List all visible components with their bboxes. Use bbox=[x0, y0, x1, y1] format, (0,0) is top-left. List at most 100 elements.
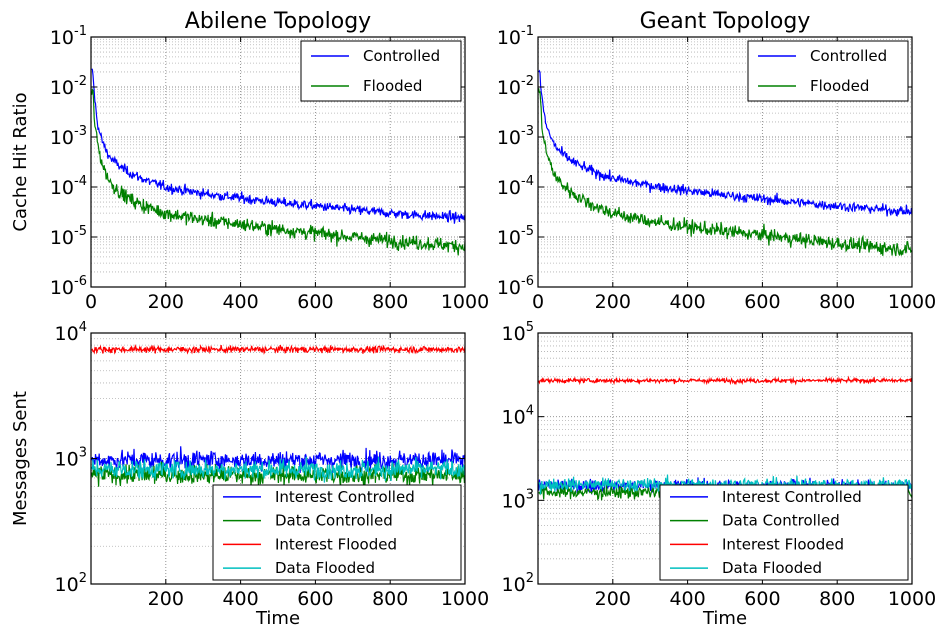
y-tick-base: 10 bbox=[55, 323, 79, 345]
y-tick-base: 10 bbox=[497, 177, 521, 199]
y-tick-base: 10 bbox=[502, 574, 526, 596]
legend-label: Interest Controlled bbox=[722, 488, 862, 506]
legend-box bbox=[300, 40, 462, 102]
y-tick-base: 10 bbox=[502, 323, 526, 345]
legend-label: Interest Flooded bbox=[722, 535, 844, 553]
legend-box bbox=[659, 484, 909, 581]
y-tick-exponent: 3 bbox=[79, 446, 87, 461]
y-tick-exponent: 3 bbox=[526, 487, 534, 502]
y-tick-label: 102 bbox=[502, 571, 534, 596]
x-tick-label: 400 bbox=[222, 588, 258, 610]
y-tick-label: 10-5 bbox=[50, 224, 87, 249]
legend-label: Data Flooded bbox=[275, 559, 375, 577]
panel-geant-cache-hit: 0 200 400 600 800 100010-610-510-410-310-210-… bbox=[497, 9, 936, 313]
x-tick-label: 400 bbox=[669, 588, 705, 610]
legend-label: Interest Flooded bbox=[275, 535, 397, 553]
x-tick-label: 200 bbox=[148, 588, 184, 610]
x-tick-label: 1000 bbox=[441, 588, 489, 610]
y-tick-label: 104 bbox=[502, 404, 534, 429]
y-tick-exponent: -4 bbox=[521, 174, 534, 189]
y-tick-label: 10-4 bbox=[497, 174, 534, 199]
x-axis-label: Time bbox=[255, 608, 300, 629]
axes-frame bbox=[90, 36, 466, 288]
panel-abilene-cache-hit: 0 200 400 600 800 100010-610-510-410-310-210-… bbox=[10, 9, 489, 313]
y-tick-base: 10 bbox=[50, 177, 74, 199]
y-tick-label: 10-3 bbox=[497, 124, 534, 149]
y-tick-label: 102 bbox=[55, 571, 87, 596]
y-tick-label: 10-1 bbox=[50, 24, 87, 49]
y-tick-exponent: 2 bbox=[526, 571, 534, 586]
x-tick-label: 0 bbox=[85, 291, 97, 313]
y-tick-label: 10-1 bbox=[497, 24, 534, 49]
series-line bbox=[91, 87, 465, 256]
y-tick-exponent: 4 bbox=[526, 404, 534, 419]
x-tick-label: 600 bbox=[744, 588, 780, 610]
y-tick-exponent: -3 bbox=[521, 124, 534, 139]
x-axis-label: Time bbox=[702, 608, 747, 629]
y-axis-label: Cache Hit Ratio bbox=[10, 92, 31, 231]
y-tick-label: 10-2 bbox=[497, 74, 534, 99]
y-tick-exponent: -5 bbox=[521, 224, 534, 239]
y-tick-label: 10-5 bbox=[497, 224, 534, 249]
legend-label: Data Flooded bbox=[722, 559, 822, 577]
x-tick-label: 400 bbox=[222, 291, 258, 313]
axes-frame bbox=[537, 332, 913, 585]
chart-title: Abilene Topology bbox=[185, 9, 371, 34]
legend-label: Controlled bbox=[810, 47, 887, 65]
y-tick-exponent: -5 bbox=[74, 224, 87, 239]
x-tick-label: 800 bbox=[372, 291, 408, 313]
y-tick-exponent: -6 bbox=[74, 274, 87, 289]
y-tick-base: 10 bbox=[497, 277, 521, 299]
y-tick-base: 10 bbox=[497, 77, 521, 99]
series-line bbox=[538, 88, 912, 257]
y-tick-exponent: 5 bbox=[526, 320, 534, 335]
y-tick-label: 105 bbox=[502, 320, 534, 345]
x-tick-label: 800 bbox=[819, 291, 855, 313]
y-tick-base: 10 bbox=[502, 490, 526, 512]
panel-geant-messages: 200 400 600 800 1000102103104105TimeInterest… bbox=[502, 320, 937, 629]
x-tick-label: 200 bbox=[595, 588, 631, 610]
y-tick-exponent: -2 bbox=[74, 74, 87, 89]
y-tick-base: 10 bbox=[55, 449, 79, 471]
x-tick-label: 1000 bbox=[888, 291, 936, 313]
x-tick-label: 1000 bbox=[441, 291, 489, 313]
y-tick-label: 10-2 bbox=[50, 74, 87, 99]
y-tick-base: 10 bbox=[497, 227, 521, 249]
legend-label: Flooded bbox=[810, 77, 869, 95]
x-tick-label: 0 bbox=[532, 291, 544, 313]
x-tick-label: 800 bbox=[372, 588, 408, 610]
y-tick-exponent: 2 bbox=[79, 571, 87, 586]
x-tick-label: 400 bbox=[669, 291, 705, 313]
x-tick-label: 200 bbox=[148, 291, 184, 313]
legend-label: Data Controlled bbox=[275, 512, 393, 530]
series-line bbox=[91, 68, 465, 224]
series-line bbox=[538, 69, 912, 217]
y-tick-exponent: -6 bbox=[521, 274, 534, 289]
y-tick-base: 10 bbox=[50, 77, 74, 99]
series-line bbox=[538, 375, 912, 386]
y-tick-base: 10 bbox=[497, 127, 521, 149]
y-tick-label: 103 bbox=[55, 446, 87, 471]
y-tick-base: 10 bbox=[50, 127, 74, 149]
series-line bbox=[91, 456, 465, 483]
x-tick-label: 600 bbox=[297, 291, 333, 313]
axes-frame bbox=[537, 36, 913, 288]
y-tick-label: 104 bbox=[55, 320, 87, 345]
legend-label: Interest Controlled bbox=[275, 488, 415, 506]
x-tick-label: 600 bbox=[297, 588, 333, 610]
y-axis-label: Messages Sent bbox=[10, 391, 31, 526]
y-tick-base: 10 bbox=[55, 574, 79, 596]
x-tick-label: 800 bbox=[819, 588, 855, 610]
y-tick-exponent: -1 bbox=[74, 24, 87, 39]
y-tick-label: 10-6 bbox=[497, 274, 534, 299]
legend-box bbox=[747, 40, 909, 102]
x-tick-label: 600 bbox=[744, 291, 780, 313]
legend-label: Data Controlled bbox=[722, 512, 840, 530]
y-tick-exponent: -2 bbox=[521, 74, 534, 89]
y-tick-label: 103 bbox=[502, 487, 534, 512]
legend-box bbox=[212, 484, 462, 581]
y-tick-exponent: -3 bbox=[74, 124, 87, 139]
y-tick-base: 10 bbox=[50, 27, 74, 49]
